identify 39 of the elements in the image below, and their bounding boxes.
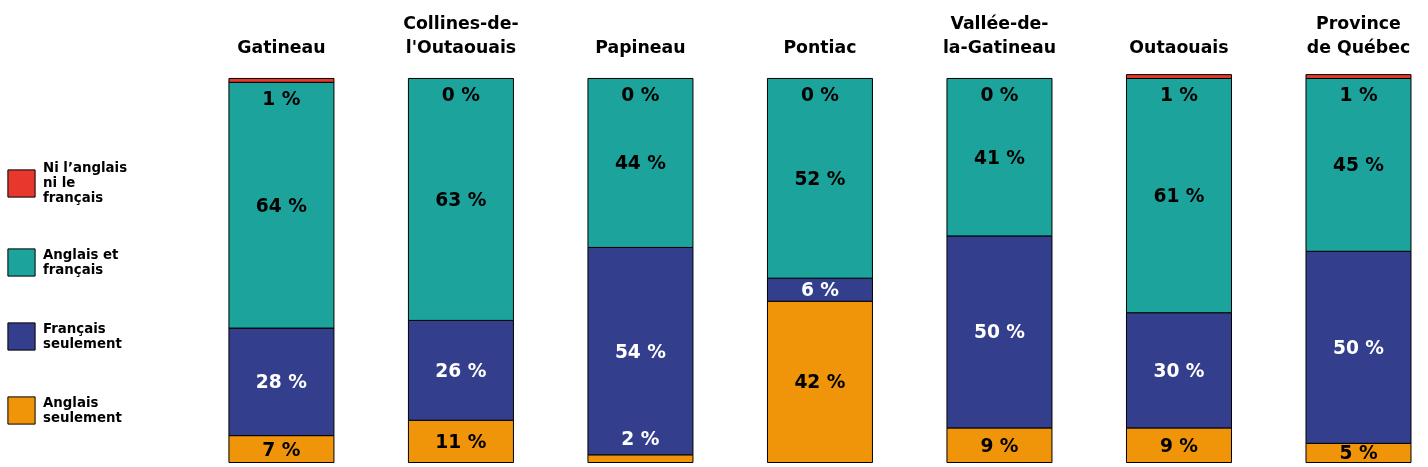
legend-label: Anglais et français	[43, 247, 119, 277]
legend-label: Anglais seulement	[43, 395, 122, 425]
data-label: 45 %	[1332, 154, 1385, 176]
data-label: 26 %	[435, 359, 487, 381]
data-label: 11 %	[435, 430, 487, 452]
x-tick-label: Collines-de-l'Outaouais	[403, 13, 519, 58]
legend-label: Français seulement	[43, 321, 122, 351]
data-label: 7 %	[262, 438, 301, 460]
x-tick-label: Province de Québec	[1306, 13, 1411, 58]
x-tick-label: Papineau	[595, 37, 686, 58]
data-label: 0 %	[800, 84, 840, 106]
data-label: 5 %	[1339, 442, 1378, 464]
data-label: 41 %	[973, 146, 1026, 168]
data-label: 63 %	[435, 188, 487, 210]
data-label: 0 %	[621, 84, 660, 106]
data-label: 1 %	[1339, 84, 1378, 106]
data-label: 9 %	[1159, 434, 1199, 456]
data-label: 42 %	[794, 371, 846, 393]
data-label: 9 %	[980, 434, 1019, 456]
data-label: 30 %	[1153, 359, 1205, 381]
data-label: 61 %	[1153, 185, 1205, 207]
x-tick-label: Outaouais	[1129, 37, 1229, 58]
data-label: 1 %	[1159, 84, 1199, 106]
data-label: 28 %	[255, 371, 308, 393]
data-label: 44 %	[614, 152, 667, 174]
data-label: 50 %	[1332, 336, 1385, 358]
x-tick-label: Gatineau	[237, 37, 326, 58]
data-label: 64 %	[255, 194, 308, 216]
x-tick-label: Vallée-de-la-Gatineau	[942, 13, 1057, 58]
data-label: 6 %	[800, 279, 840, 301]
data-label: 0 %	[980, 84, 1019, 106]
data-label: 52 %	[794, 167, 846, 189]
data-label: 50 %	[973, 321, 1026, 343]
data-label: 2 %	[621, 428, 660, 450]
data-label: 1 %	[262, 87, 301, 109]
data-label: 0 %	[441, 84, 481, 106]
data-label: 54 %	[614, 340, 667, 362]
legend-label: Ni l’anglais ni le français	[43, 160, 128, 205]
x-tick-label: Pontiac	[783, 37, 857, 58]
